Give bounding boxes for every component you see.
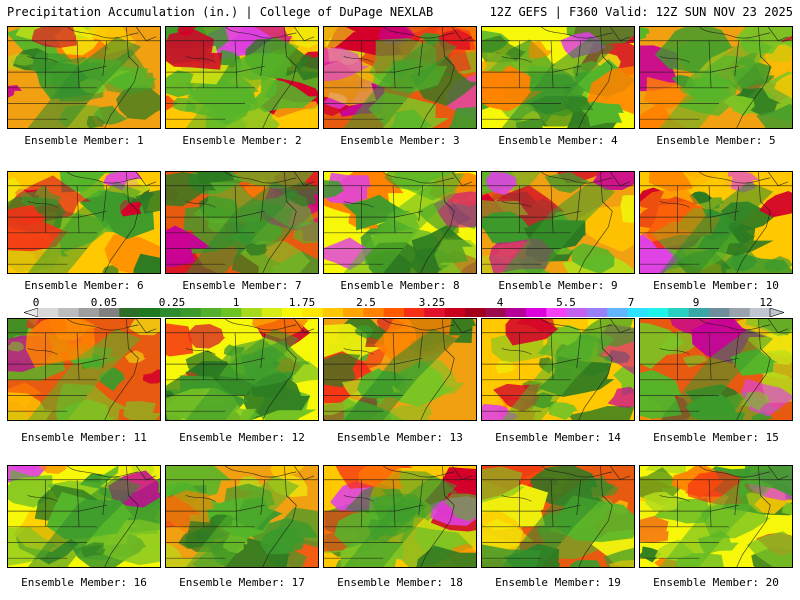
ensemble-map-16 [7,465,161,568]
colorbar-swatch [139,308,161,317]
colorbar-swatch [343,308,364,317]
colorbar-tick-label: 3.25 [418,296,446,309]
ensemble-map-4 [481,26,635,129]
ensemble-member-label: Ensemble Member: 6 [24,279,144,292]
colorbar-swatch [322,308,344,317]
ensemble-map-3 [323,26,477,129]
ensemble-map-1 [7,26,161,129]
ensemble-map-10 [639,171,793,274]
colorbar-swatch [241,308,262,317]
colorbar-swatch [729,308,750,317]
colorbar-swatch [587,308,608,317]
ensemble-member-label: Ensemble Member: 2 [182,134,302,147]
ensemble-map-11 [7,318,161,421]
colorbar-tick-label: 9 [692,296,700,309]
colorbar-tick-label: 1 [232,296,240,309]
colorbar-swatch [119,308,140,317]
colorbar-tick-label: 5.5 [556,296,576,309]
ensemble-map-13 [323,318,477,421]
ensemble-map-12 [165,318,319,421]
colorbar-tick-label: 0.05 [90,296,118,309]
colorbar-swatch [261,308,283,317]
colorbar-swatch [363,308,384,317]
ensemble-member-label: Ensemble Member: 9 [498,279,618,292]
colorbar-tick-label: 12 [759,296,773,309]
colorbar-swatch [444,308,466,317]
ensemble-map-15 [639,318,793,421]
ensemble-map-18 [323,465,477,568]
colorbar-swatch [38,308,59,317]
ensemble-map-9 [481,171,635,274]
colorbar-tick-label: 1.75 [288,296,316,309]
colorbar-swatch [607,308,628,317]
ensemble-member-label: Ensemble Member: 17 [179,576,305,589]
color-scale-legend: 0 0.05 0.25 1 1.75 2.5 3.25 4 5.5 7 9 12 [24,296,784,320]
colorbar-swatch [424,308,445,317]
ensemble-member-label: Ensemble Member: 1 [24,134,144,147]
run-valid-time: 12Z GEFS | F360 Valid: 12Z SUN NOV 23 20… [489,5,793,19]
map-title: Precipitation Accumulation (in.) | Colle… [7,5,434,19]
colorbar-tick-label: 7 [627,296,635,309]
colorbar-swatch [648,308,669,317]
ensemble-member-label: Ensemble Member: 20 [653,576,779,589]
colorbar-swatch [749,308,771,317]
colorbar-swatch [221,308,242,317]
ensemble-member-label: Ensemble Member: 19 [495,576,621,589]
ensemble-member-label: Ensemble Member: 16 [21,576,147,589]
ensemble-map-20 [639,465,793,568]
colorbar-swatch [302,308,323,317]
colorbar-swatch [485,308,506,317]
ensemble-member-label: Ensemble Member: 7 [182,279,302,292]
colorbar-swatch [180,308,201,317]
colorbar-swatch [282,308,303,317]
colorbar-swatch [668,308,689,317]
ensemble-map-2 [165,26,319,129]
ensemble-map-19 [481,465,635,568]
colorbar-swatch [709,308,730,317]
colorbar-tick-label: 0.25 [158,296,186,309]
colorbar-swatch [526,308,547,317]
colorbar-swatch [383,308,405,317]
color-scale-bar [24,308,784,317]
ensemble-map-7 [165,171,319,274]
colorbar-swatch [200,308,222,317]
ensemble-member-label: Ensemble Member: 15 [653,431,779,444]
colorbar-swatch [566,308,588,317]
ensemble-member-label: Ensemble Member: 10 [653,279,779,292]
ensemble-member-label: Ensemble Member: 11 [21,431,147,444]
ensemble-member-label: Ensemble Member: 3 [340,134,460,147]
colorbar-swatch [404,308,425,317]
ensemble-member-label: Ensemble Member: 4 [498,134,618,147]
colorbar-swatch [160,308,181,317]
ensemble-member-label: Ensemble Member: 14 [495,431,621,444]
colorbar-swatch [505,308,527,317]
colorbar-tick-label: 0 [32,296,40,309]
ensemble-member-label: Ensemble Member: 5 [656,134,776,147]
colorbar-swatch [688,308,710,317]
ensemble-map-17 [165,465,319,568]
ensemble-map-8 [323,171,477,274]
colorbar-tick-label: 4 [496,296,504,309]
colorbar-swatch [58,308,79,317]
colorbar-swatch [546,308,567,317]
ensemble-member-label: Ensemble Member: 8 [340,279,460,292]
colorbar-swatch [627,308,649,317]
ensemble-map-5 [639,26,793,129]
colorbar-right-arrow [769,308,784,317]
ensemble-member-label: Ensemble Member: 13 [337,431,463,444]
colorbar-swatch [465,308,486,317]
ensemble-map-6 [7,171,161,274]
ensemble-member-label: Ensemble Member: 18 [337,576,463,589]
ensemble-member-label: Ensemble Member: 12 [179,431,305,444]
colorbar-left-arrow [24,308,39,317]
colorbar-tick-label: 2.5 [356,296,376,309]
colorbar-swatch [78,308,100,317]
ensemble-map-14 [481,318,635,421]
colorbar-swatch [99,308,120,317]
